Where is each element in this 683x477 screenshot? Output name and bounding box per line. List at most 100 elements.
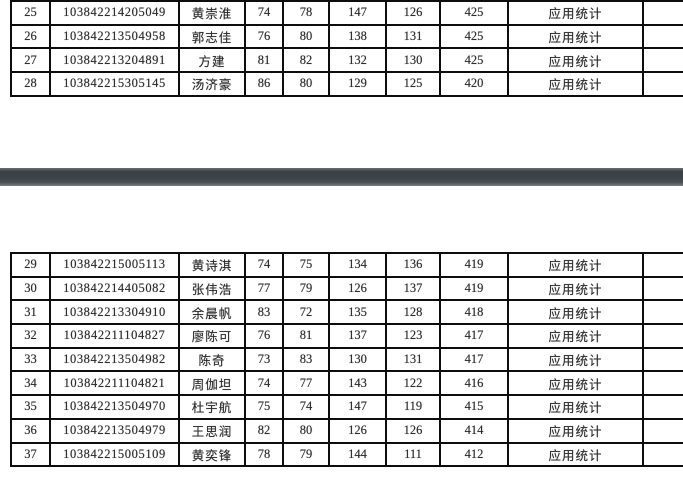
cell-score1: 78 xyxy=(244,441,284,468)
cell-score2: 78 xyxy=(282,0,330,26)
cell-score4: 126 xyxy=(385,417,441,444)
cell-score2: 80 xyxy=(282,417,330,444)
cell-score3: 132 xyxy=(328,47,387,74)
cell-id: 103842213504979 xyxy=(49,417,180,444)
cell-total: 417 xyxy=(439,323,509,349)
cell-score1: 83 xyxy=(244,299,284,326)
cell-score3: 135 xyxy=(328,299,387,326)
cell-blank xyxy=(642,299,683,326)
cell-name: 陈奇 xyxy=(178,346,246,373)
cell-score3: 147 xyxy=(328,394,387,420)
cell-blank xyxy=(642,394,683,420)
table-row: 35 103842213504970 杜宇航 75 74 147 119 415 应用统计 xyxy=(10,394,683,420)
cell-score2: 75 xyxy=(282,252,330,278)
cell-name: 黄诗淇 xyxy=(178,252,246,278)
cell-id: 103842215305145 xyxy=(49,71,180,97)
table-row: 32 103842211104827 廖陈可 76 81 137 123 417 应用统计 xyxy=(10,323,683,349)
cell-index: 34 xyxy=(10,370,51,397)
pdf-page-1: 25 103842214205049 黄崇淮 74 78 147 126 425 应用统计 26 1… xyxy=(0,0,683,168)
cell-id: 103842215005113 xyxy=(49,252,180,278)
cell-blank xyxy=(642,23,683,50)
cell-blank xyxy=(642,0,683,26)
cell-index: 33 xyxy=(10,346,51,373)
cell-major: 应用统计 xyxy=(507,47,644,74)
cell-total: 414 xyxy=(439,417,509,444)
cell-score3: 130 xyxy=(328,346,387,373)
cell-score3: 134 xyxy=(328,252,387,278)
score-table: 29 103842215005113 黄诗淇 74 75 134 136 419 应用统计 30 1… xyxy=(10,252,683,468)
table-row: 29 103842215005113 黄诗淇 74 75 134 136 419 应用统计 xyxy=(10,252,683,278)
cell-name: 黄奕锋 xyxy=(178,441,246,468)
cell-score1: 82 xyxy=(244,417,284,444)
cell-id: 103842211104827 xyxy=(49,323,180,349)
table-row: 37 103842215005109 黄奕锋 78 79 144 111 412 应用统计 xyxy=(10,441,683,468)
cell-major: 应用统计 xyxy=(507,0,644,26)
cell-index: 29 xyxy=(10,252,51,278)
table-row: 33 103842213504982 陈奇 73 83 130 131 417 应用统计 xyxy=(10,346,683,373)
table-row: 34 103842211104821 周伽坦 74 77 143 122 416 应用统计 xyxy=(10,370,683,397)
cell-total: 425 xyxy=(439,0,509,26)
cell-score2: 77 xyxy=(282,370,330,397)
cell-id: 103842211104821 xyxy=(49,370,180,397)
cell-major: 应用统计 xyxy=(507,23,644,50)
cell-score4: 128 xyxy=(385,299,441,326)
cell-total: 417 xyxy=(439,346,509,373)
cell-index: 28 xyxy=(10,71,51,97)
cell-score4: 122 xyxy=(385,370,441,397)
cell-major: 应用统计 xyxy=(507,370,644,397)
cell-major: 应用统计 xyxy=(507,441,644,468)
cell-score1: 76 xyxy=(244,323,284,349)
cell-total: 419 xyxy=(439,252,509,278)
cell-score3: 137 xyxy=(328,323,387,349)
cell-score4: 123 xyxy=(385,323,441,349)
cell-blank xyxy=(642,417,683,444)
cell-index: 36 xyxy=(10,417,51,444)
cell-score2: 72 xyxy=(282,299,330,326)
cell-id: 103842213504958 xyxy=(49,23,180,50)
cell-total: 418 xyxy=(439,299,509,326)
cell-total: 416 xyxy=(439,370,509,397)
table-row: 36 103842213504979 王思润 82 80 126 126 414 应用统计 xyxy=(10,417,683,444)
cell-score2: 80 xyxy=(282,71,330,97)
cell-score1: 77 xyxy=(244,275,284,302)
cell-name: 廖陈可 xyxy=(178,323,246,349)
cell-score3: 143 xyxy=(328,370,387,397)
cell-score1: 74 xyxy=(244,252,284,278)
cell-blank xyxy=(642,252,683,278)
cell-score4: 137 xyxy=(385,275,441,302)
cell-name: 黄崇淮 xyxy=(178,0,246,26)
results-table-page-1: 25 103842214205049 黄崇淮 74 78 147 126 425 应用统计 26 1… xyxy=(10,0,683,97)
cell-score4: 125 xyxy=(385,71,441,97)
cell-name: 周伽坦 xyxy=(178,370,246,397)
cell-major: 应用统计 xyxy=(507,252,644,278)
cell-major: 应用统计 xyxy=(507,346,644,373)
cell-score1: 75 xyxy=(244,394,284,420)
cell-score3: 147 xyxy=(328,0,387,26)
cell-index: 25 xyxy=(10,0,51,26)
cell-score3: 144 xyxy=(328,441,387,468)
table-row: 28 103842215305145 汤济豪 86 80 129 125 420 应用统计 xyxy=(10,71,683,97)
cell-score1: 86 xyxy=(244,71,284,97)
cell-id: 103842213504982 xyxy=(49,346,180,373)
cell-blank xyxy=(642,275,683,302)
cell-major: 应用统计 xyxy=(507,71,644,97)
cell-score4: 130 xyxy=(385,47,441,74)
cell-name: 余晨帆 xyxy=(178,299,246,326)
cell-score3: 138 xyxy=(328,23,387,50)
cell-major: 应用统计 xyxy=(507,299,644,326)
cell-name: 杜宇航 xyxy=(178,394,246,420)
cell-index: 27 xyxy=(10,47,51,74)
cell-score4: 126 xyxy=(385,0,441,26)
cell-score1: 74 xyxy=(244,0,284,26)
cell-score2: 79 xyxy=(282,275,330,302)
cell-score3: 126 xyxy=(328,417,387,444)
cell-total: 415 xyxy=(439,394,509,420)
table-row: 25 103842214205049 黄崇淮 74 78 147 126 425 应用统计 xyxy=(10,0,683,26)
cell-score2: 80 xyxy=(282,23,330,50)
cell-score1: 74 xyxy=(244,370,284,397)
cell-name: 张伟浩 xyxy=(178,275,246,302)
cell-major: 应用统计 xyxy=(507,417,644,444)
results-table-page-2: 29 103842215005113 黄诗淇 74 75 134 136 419 应用统计 30 1… xyxy=(10,252,683,468)
cell-major: 应用统计 xyxy=(507,323,644,349)
